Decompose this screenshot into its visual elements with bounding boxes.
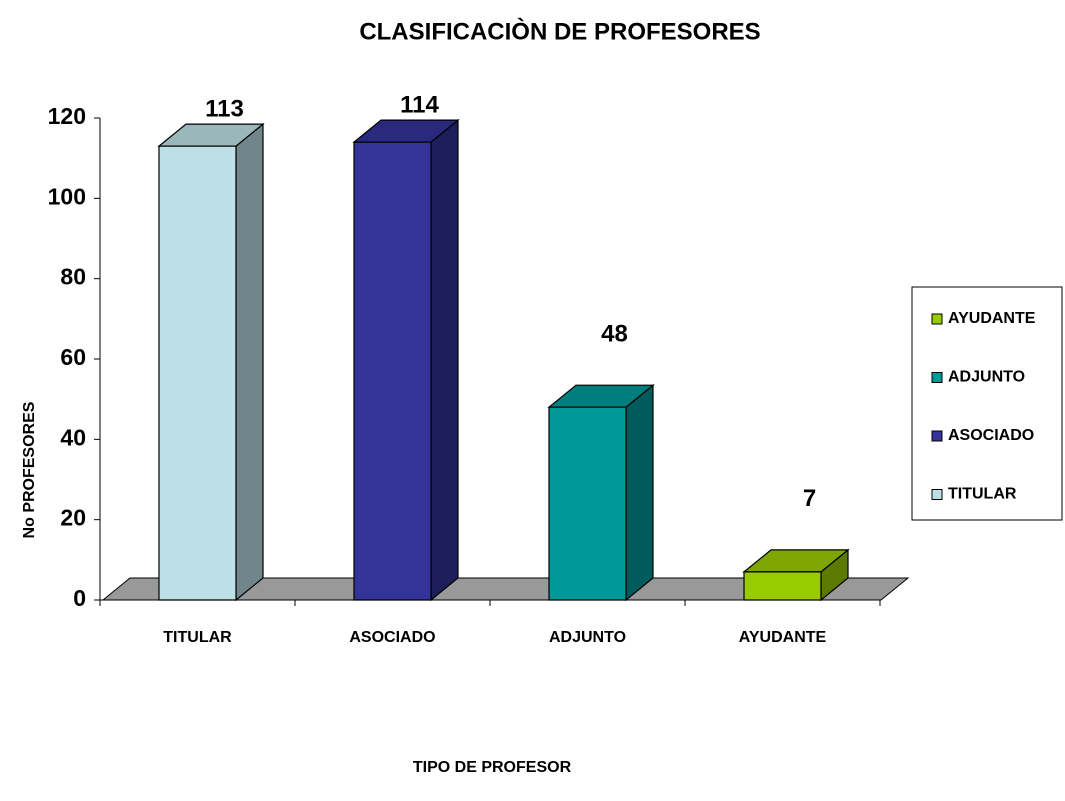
value-label: 114 (400, 91, 439, 118)
bar-side-shade (626, 385, 653, 600)
value-label: 48 (601, 321, 628, 348)
bar-top-shade (744, 549, 848, 572)
legend-swatch (931, 430, 943, 442)
x-tick-label: TITULAR (163, 629, 232, 646)
y-tick-label: 40 (60, 424, 86, 450)
legend-swatch (931, 489, 943, 500)
y-tick-label: 0 (73, 585, 86, 611)
bar (742, 548, 850, 602)
x-axis-title: TIPO DE PROFESOR (413, 759, 572, 776)
bar-front (353, 141, 432, 601)
bar-side-shade (236, 124, 263, 600)
legend-box (911, 286, 1063, 521)
y-tick-label: 100 (48, 183, 86, 209)
y-tick-label: 60 (60, 344, 86, 370)
bar-top-shade (549, 385, 653, 408)
legend-label: ASOCIADO (948, 427, 1034, 444)
bar-front (743, 571, 822, 601)
bar-side-shade (821, 549, 848, 600)
x-tick-label: ASOCIADO (349, 629, 435, 646)
x-tick-label: ADJUNTO (549, 629, 626, 646)
legend-swatch (931, 372, 943, 383)
legend-label: AYUDANTE (948, 310, 1036, 327)
bar-side-shade (431, 120, 458, 600)
legend-swatch (931, 313, 943, 325)
y-tick-label: 80 (60, 264, 86, 290)
y-axis-title: No PROFESORES (21, 401, 38, 538)
value-label: 7 (803, 485, 816, 512)
x-tick-label: AYUDANTE (739, 629, 827, 646)
bar-top-shade (354, 120, 458, 143)
bar (157, 122, 265, 602)
y-tick-label: 20 (60, 505, 86, 531)
bar-top-shade (159, 124, 263, 147)
bar (352, 118, 460, 602)
bar-front (548, 406, 627, 601)
bar-front (158, 145, 237, 601)
chart-title: CLASIFICACIÒN DE PROFESORES (359, 17, 760, 45)
y-tick-label: 120 (48, 103, 86, 129)
bar (547, 383, 655, 602)
legend-label: TITULAR (948, 486, 1017, 503)
legend-label: ADJUNTO (948, 369, 1025, 386)
value-label: 113 (205, 95, 244, 122)
